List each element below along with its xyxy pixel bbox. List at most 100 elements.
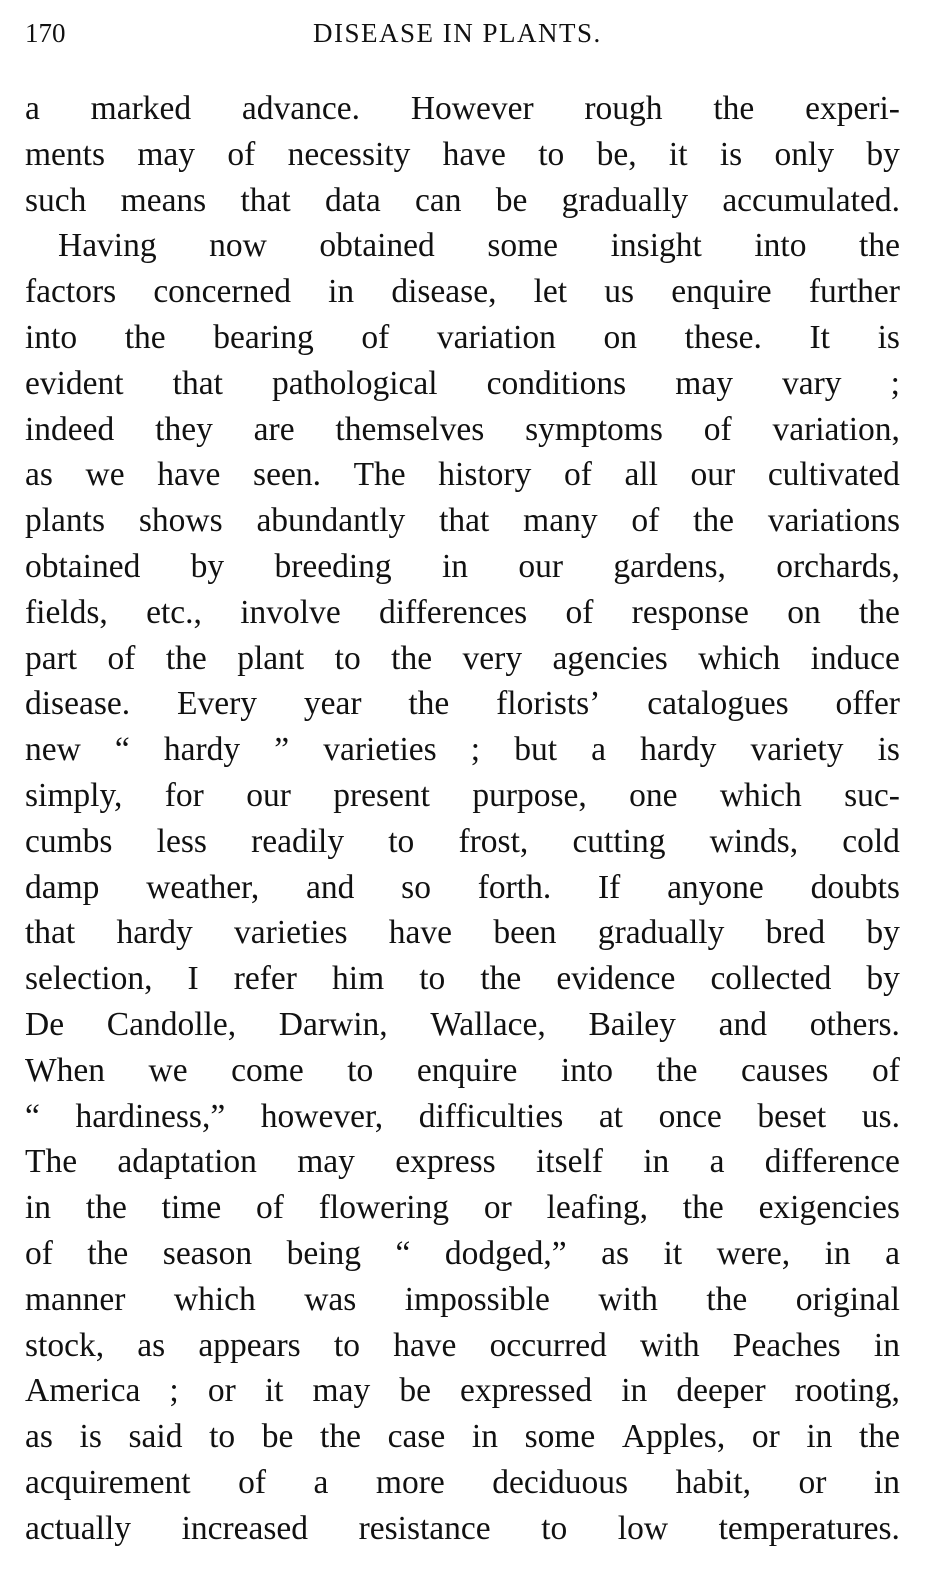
word: in <box>873 1463 900 1501</box>
word: new <box>25 731 81 769</box>
word: time <box>161 1189 222 1227</box>
word: us. <box>861 1097 900 1135</box>
word: the <box>858 593 900 631</box>
word: are <box>253 410 295 448</box>
word: necessity <box>287 135 411 173</box>
word: be <box>399 1372 431 1410</box>
word: the <box>713 90 755 127</box>
word: have <box>393 1326 457 1364</box>
word: which <box>719 776 802 814</box>
text-line: The adaptation may express itself in a differen… <box>25 1139 900 1185</box>
word: by <box>866 960 900 998</box>
word: in <box>442 547 469 585</box>
word: a <box>591 731 606 769</box>
word: the <box>408 685 450 723</box>
word: themselves <box>335 410 485 448</box>
word: less <box>156 822 207 860</box>
word: difference <box>764 1143 900 1181</box>
word: of <box>872 1051 900 1089</box>
word: the <box>85 1189 127 1227</box>
word: acquirement <box>25 1463 191 1501</box>
word: agencies <box>552 639 668 677</box>
word: the <box>706 1280 748 1318</box>
word: as <box>601 1234 630 1272</box>
word: forth. <box>477 868 552 906</box>
word: The <box>25 1143 78 1181</box>
word: induce <box>810 639 900 677</box>
word: all <box>624 456 658 494</box>
text-line: disease. Every year the florists’ catalogues o… <box>25 681 900 727</box>
word: that <box>25 914 76 952</box>
word: further <box>808 273 900 311</box>
word: itself <box>535 1143 603 1181</box>
word: history <box>438 456 532 494</box>
word: by <box>190 547 225 585</box>
word: Candolle, <box>106 1005 237 1043</box>
word: plants <box>25 502 106 540</box>
word: dodged,” <box>444 1234 567 1272</box>
word: hardy <box>116 914 193 952</box>
word: into <box>560 1051 613 1089</box>
word: the <box>859 1418 900 1456</box>
text-line: new “hardy” varieties; but a hardy variety is <box>25 727 900 773</box>
word: that <box>172 364 223 402</box>
word: of <box>361 318 390 356</box>
text-line: “ hardiness,” however, difficulties at once be… <box>25 1094 900 1140</box>
word: It <box>809 318 830 356</box>
word: ; <box>470 731 481 769</box>
word: doubts <box>810 868 900 906</box>
word: is <box>79 1418 102 1456</box>
word: being <box>286 1234 361 1272</box>
word: our <box>518 547 564 585</box>
word: of <box>107 639 136 677</box>
word: into <box>754 227 807 265</box>
word: now <box>209 227 267 265</box>
word: be, <box>596 135 637 173</box>
text-line: America; or it may be expressed in deeper rootin… <box>25 1368 900 1414</box>
word: they <box>155 410 213 448</box>
word: by <box>866 914 900 952</box>
word: ” <box>274 731 290 769</box>
word: have <box>388 914 453 952</box>
word: these. <box>684 318 762 356</box>
word: be <box>261 1418 294 1456</box>
word: ments <box>25 135 106 173</box>
word: differences <box>378 593 528 631</box>
word: to <box>334 639 361 677</box>
word: offer <box>835 685 900 723</box>
word: winds, <box>709 822 799 860</box>
text-line: part of the plant to the very agencies which indu… <box>25 636 900 682</box>
word: to <box>388 822 415 860</box>
text-line: actually increased resistance to low temperat… <box>25 1506 900 1552</box>
word: a <box>885 1234 900 1272</box>
word: Bailey <box>588 1005 676 1043</box>
word: I <box>187 960 199 998</box>
word: orchards, <box>776 547 900 585</box>
word: breeding <box>274 547 392 585</box>
word: simply, <box>25 776 123 814</box>
word: catalogues <box>647 685 789 723</box>
word: of <box>703 410 732 448</box>
word: of <box>227 135 256 173</box>
word: the <box>859 227 900 265</box>
word: temperatures. <box>718 1509 900 1547</box>
text-line: cumbs less readily to frost, cutting winds, col… <box>25 819 900 865</box>
word: manner <box>25 1280 126 1318</box>
text-line: a marked advance. However rough the experi- <box>25 86 900 132</box>
word: to <box>209 1418 236 1456</box>
word: deeper <box>676 1372 766 1410</box>
text-line: that hardy varieties have been gradually bred b… <box>25 910 900 956</box>
word: bearing <box>213 318 314 356</box>
word: Every <box>176 685 257 723</box>
word: weather, <box>146 868 260 906</box>
word: is <box>877 731 900 769</box>
word: may <box>675 364 733 402</box>
word: the <box>682 1189 724 1227</box>
text-line: obtained by breeding in our gardens, orchards, <box>25 544 900 590</box>
word: refer <box>233 960 297 998</box>
word: advance. <box>241 90 361 127</box>
word: fields, <box>25 593 108 631</box>
word: readily <box>251 822 345 860</box>
word: the <box>391 639 433 677</box>
